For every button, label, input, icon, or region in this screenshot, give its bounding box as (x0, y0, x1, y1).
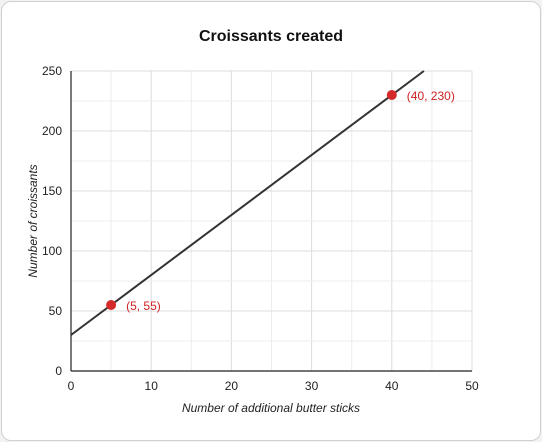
y-tick-label: 100 (42, 244, 62, 258)
y-axis-label: Number of croissants (26, 164, 40, 277)
y-tick-label: 250 (42, 64, 62, 78)
x-tick-label: 50 (465, 379, 479, 393)
y-tick-label: 50 (49, 304, 63, 318)
x-tick-label: 10 (145, 379, 159, 393)
series-line (70, 70, 425, 336)
series: (5, 55) (40, 230) (70, 70, 455, 336)
x-tick-label: 0 (68, 379, 75, 393)
x-tick-label: 30 (305, 379, 319, 393)
data-point-label: (5, 55) (126, 299, 161, 313)
chart-title: Croissants created (199, 28, 343, 45)
x-axis-label: Number of additional butter sticks (182, 401, 360, 415)
x-tick-label: 20 (225, 379, 239, 393)
tick-labels: 0 10 20 30 40 50 0 50 100 150 200 250 (42, 64, 479, 393)
y-tick-label: 150 (42, 184, 62, 198)
data-point (386, 90, 397, 100)
axes (70, 71, 472, 372)
data-point-label: (40, 230) (407, 89, 455, 103)
grid (70, 70, 473, 372)
x-tick-label: 40 (385, 379, 399, 393)
y-tick-label: 0 (55, 364, 62, 378)
data-point (106, 300, 117, 310)
y-tick-label: 200 (42, 124, 62, 138)
